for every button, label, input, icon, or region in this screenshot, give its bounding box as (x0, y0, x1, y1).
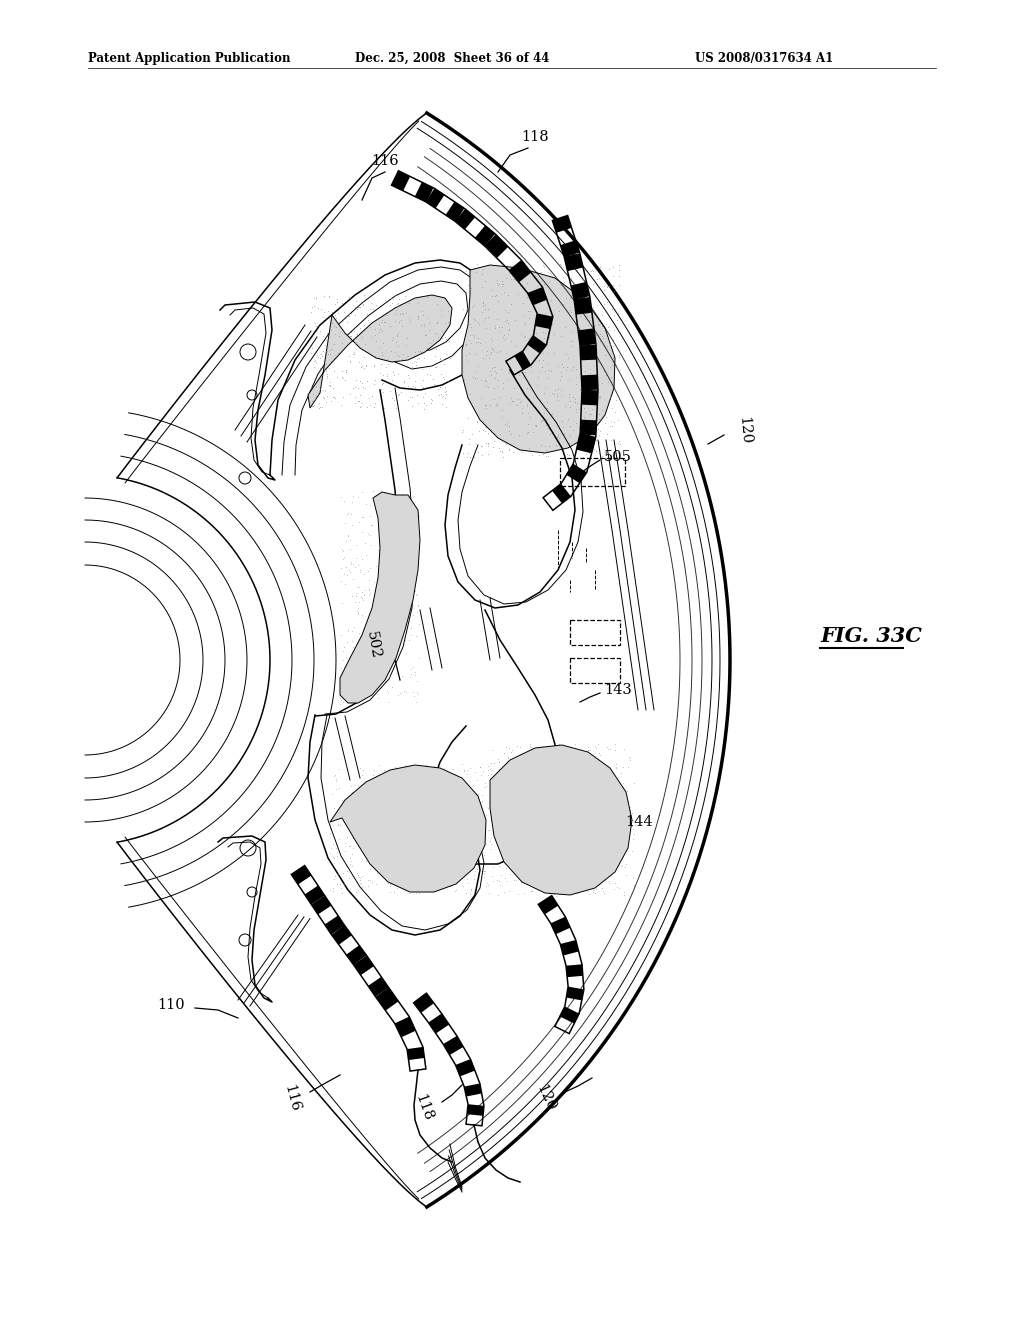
Polygon shape (368, 977, 388, 997)
Text: Dec. 25, 2008  Sheet 36 of 44: Dec. 25, 2008 Sheet 36 of 44 (355, 51, 549, 65)
Polygon shape (340, 492, 420, 704)
Text: 120: 120 (736, 416, 753, 445)
Text: US 2008/0317634 A1: US 2008/0317634 A1 (695, 51, 834, 65)
Polygon shape (426, 189, 444, 209)
Polygon shape (514, 351, 531, 370)
Polygon shape (456, 1059, 475, 1076)
Polygon shape (539, 896, 558, 915)
Polygon shape (552, 215, 571, 232)
Polygon shape (579, 329, 596, 346)
Polygon shape (415, 182, 433, 202)
Polygon shape (560, 240, 580, 257)
Polygon shape (311, 895, 332, 915)
Polygon shape (566, 463, 587, 483)
Polygon shape (475, 226, 496, 246)
Polygon shape (574, 297, 592, 314)
Polygon shape (560, 940, 579, 956)
Polygon shape (353, 956, 374, 975)
Polygon shape (564, 253, 583, 271)
Polygon shape (445, 202, 465, 222)
Polygon shape (580, 345, 597, 360)
Polygon shape (527, 335, 547, 354)
Polygon shape (467, 1105, 484, 1115)
Polygon shape (414, 993, 434, 1012)
Polygon shape (527, 286, 548, 305)
Polygon shape (332, 925, 352, 945)
Text: 143: 143 (604, 682, 632, 697)
Text: 505: 505 (604, 450, 632, 465)
Polygon shape (552, 483, 571, 503)
Polygon shape (580, 420, 597, 436)
Text: FIG. 33C: FIG. 33C (820, 626, 922, 645)
Polygon shape (490, 744, 632, 895)
Polygon shape (308, 294, 452, 408)
Polygon shape (394, 1016, 416, 1038)
Polygon shape (570, 282, 590, 300)
Polygon shape (566, 986, 584, 1001)
Polygon shape (455, 209, 475, 230)
Polygon shape (292, 866, 311, 884)
Polygon shape (484, 235, 508, 259)
Polygon shape (577, 433, 596, 453)
Polygon shape (346, 945, 367, 965)
Polygon shape (582, 375, 598, 391)
Text: 116: 116 (282, 1082, 302, 1113)
Text: 144: 144 (625, 814, 652, 829)
Polygon shape (535, 313, 553, 329)
Polygon shape (560, 1006, 580, 1023)
Polygon shape (464, 1084, 482, 1097)
Polygon shape (305, 886, 325, 904)
Polygon shape (462, 265, 615, 453)
Text: 118: 118 (413, 1093, 435, 1123)
Polygon shape (509, 260, 531, 282)
Polygon shape (443, 1036, 464, 1055)
Polygon shape (408, 1047, 424, 1060)
Polygon shape (428, 1014, 450, 1034)
Polygon shape (330, 766, 486, 892)
Text: Patent Application Publication: Patent Application Publication (88, 51, 291, 65)
Text: 502: 502 (364, 630, 382, 660)
Text: 116: 116 (371, 154, 398, 168)
Text: 118: 118 (521, 129, 549, 144)
Polygon shape (551, 916, 570, 935)
Polygon shape (325, 916, 345, 935)
Text: 110: 110 (158, 998, 185, 1012)
Polygon shape (391, 170, 411, 191)
Text: 120: 120 (534, 1082, 558, 1114)
Polygon shape (376, 987, 398, 1011)
Polygon shape (566, 965, 583, 977)
Polygon shape (582, 389, 598, 405)
